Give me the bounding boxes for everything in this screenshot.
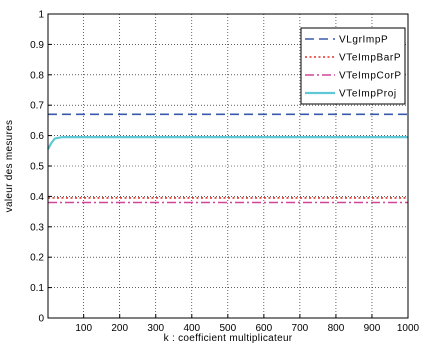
y-tick-label: 0.7	[30, 101, 44, 112]
y-axis-label: valeur des mesures	[4, 120, 15, 213]
y-tick-label: 0.1	[30, 283, 44, 294]
x-tick-label: 400	[183, 323, 200, 334]
y-axis-ticks: 0 0.1 0.2 0.3 0.4 0.5 0.6 0.7 0.8 0.9 1	[30, 10, 52, 325]
y-tick-label: 0.6	[30, 131, 44, 142]
y-tick-label: 0.9	[30, 40, 44, 51]
y-tick-label: 1	[38, 10, 44, 21]
y-tick-label: 0.5	[30, 162, 44, 173]
series-line-vteimpproj	[47, 136, 408, 150]
y-tick-label: 0.8	[30, 70, 44, 81]
y-tick-label: 0	[38, 314, 44, 325]
x-tick-label: 600	[256, 323, 273, 334]
legend-box	[300, 27, 406, 105]
legend-entry: VTeImpProj	[339, 89, 397, 100]
x-tick-label: 300	[147, 323, 164, 334]
y-tick-label: 0.2	[30, 253, 44, 264]
legend-entry: VLgrImpP	[339, 35, 388, 46]
x-axis-ticks: 100 200 300 400 500 600 700 800 900 1000	[75, 314, 420, 334]
legend: VLgrImpP VTeImpBarP VTeImpCorP VTeImpProj	[300, 27, 406, 105]
x-tick-label: 100	[75, 323, 92, 334]
series-lines	[47, 113, 408, 204]
x-tick-label: 900	[364, 323, 381, 334]
x-axis-label: k : coefficient multiplicateur	[164, 333, 293, 344]
legend-entry: VTeImpCorP	[339, 71, 402, 82]
x-tick-label: 1000	[397, 323, 420, 334]
legend-entry: VTeImpBarP	[339, 53, 401, 64]
x-tick-label: 800	[328, 323, 345, 334]
x-tick-label: 200	[111, 323, 128, 334]
x-tick-label: 700	[292, 323, 309, 334]
x-tick-label: 500	[219, 323, 236, 334]
y-tick-label: 0.3	[30, 222, 44, 233]
y-tick-label: 0.4	[30, 192, 44, 203]
